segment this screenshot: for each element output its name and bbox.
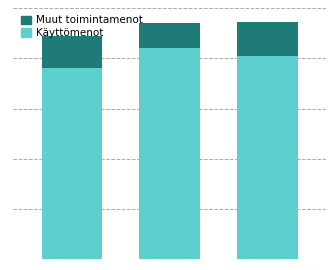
Bar xyxy=(237,56,298,259)
Bar xyxy=(139,23,200,48)
Bar xyxy=(42,68,102,259)
Bar xyxy=(139,48,200,259)
Legend: Muut toimintamenot, Käyttömenot: Muut toimintamenot, Käyttömenot xyxy=(19,13,145,40)
Bar xyxy=(237,22,298,56)
Bar xyxy=(42,36,102,68)
